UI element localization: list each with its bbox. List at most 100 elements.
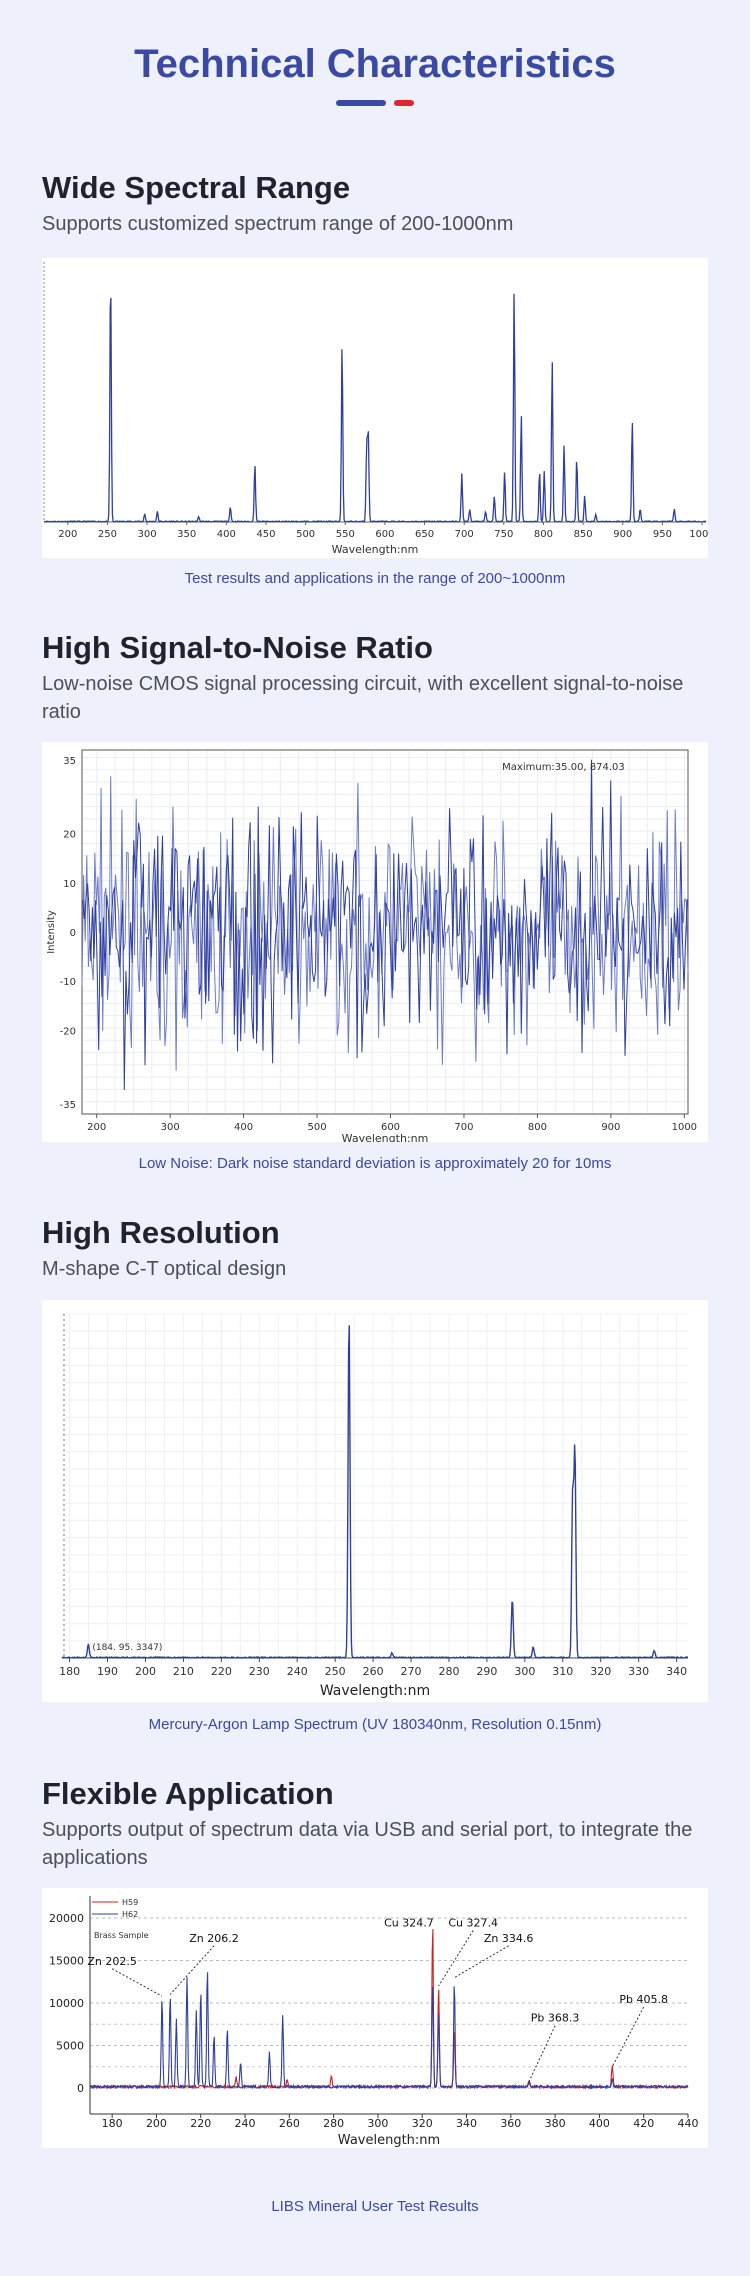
- legend-label: H62: [122, 1910, 138, 1919]
- x-tick-label: 350: [177, 529, 196, 540]
- x-tick-label: 440: [678, 2117, 699, 2130]
- series-line-H59: [89, 1929, 689, 2090]
- x-tick-label: 600: [381, 1122, 400, 1133]
- noise-line: [82, 759, 688, 1091]
- x-tick-label: 950: [653, 529, 672, 540]
- x-axis-label: Wavelength:nm: [320, 1683, 430, 1699]
- peak-annotation: Zn 206.2: [189, 1932, 239, 1945]
- x-tick-label: 400: [589, 2117, 610, 2130]
- y-tick-label: 0: [70, 928, 76, 939]
- annotation-leader: [438, 1930, 474, 1987]
- x-tick-label: 240: [235, 2117, 256, 2130]
- x-axis-label: Wavelength:nm: [338, 2133, 440, 2148]
- y-tick-label: -10: [60, 977, 76, 988]
- x-tick-label: 220: [211, 1665, 232, 1678]
- x-tick-label: 240: [287, 1665, 308, 1678]
- x-tick-label: 500: [308, 1122, 327, 1133]
- y-tick-label: 20000: [49, 1912, 84, 1925]
- x-tick-label: 310: [552, 1665, 573, 1678]
- underline-blue: [336, 100, 386, 106]
- x-tick-label: 280: [323, 2117, 344, 2130]
- x-tick-label: 380: [545, 2117, 566, 2130]
- x-tick-label: 900: [601, 1122, 620, 1133]
- x-tick-label: 600: [375, 529, 394, 540]
- x-tick-label: 200: [87, 1122, 106, 1133]
- x-tick-label: 190: [97, 1665, 118, 1678]
- y-axis-label: Intensity: [46, 910, 57, 954]
- x-tick-label: 700: [454, 1122, 473, 1133]
- x-tick-label: 230: [249, 1665, 270, 1678]
- noise-chart-svg: 35 20 10 0 -10 -20 -35 200 300 400 500 600 700 800 900…: [46, 749, 697, 1142]
- x-tick-label: 300: [367, 2117, 388, 2130]
- annotation-leader: [528, 2025, 556, 2082]
- x-tick-label: 900: [613, 529, 632, 540]
- chart-high-resolution: (184. 95. 3347) 180 190 200 210 220 230 240 250 2…: [42, 1300, 708, 1702]
- section-title: High Resolution: [42, 1215, 280, 1250]
- x-tick-label: 320: [412, 2117, 433, 2130]
- x-tick-label: 450: [256, 529, 275, 540]
- y-tick-label: 35: [63, 756, 76, 767]
- x-tick-label: 550: [336, 529, 355, 540]
- x-tick-label: 200: [146, 2117, 167, 2130]
- sample-label: Brass Sample: [94, 1931, 149, 1940]
- libs-chart-svg: 20000 15000 10000 5000 0 180 200 220 240 260 280 30…: [49, 1896, 699, 2148]
- x-tick-label: 300: [514, 1665, 535, 1678]
- spectrum-chart-svg: 200 250 300 350 400 450 500 550 600 650 700 750 800 8…: [43, 262, 708, 556]
- peak-annotation: Pb 405.8: [619, 1993, 668, 2006]
- chart-snr: 35 20 10 0 -10 -20 -35 200 300 400 500 600 700 800 900…: [42, 742, 708, 1142]
- x-tick-label: 290: [476, 1665, 497, 1678]
- page-title: Technical Characteristics: [134, 42, 616, 86]
- x-tick-label: 320: [590, 1665, 611, 1678]
- x-tick-label: 330: [628, 1665, 649, 1678]
- chart-caption: LIBS Mineral User Test Results: [271, 2198, 479, 2215]
- annotation-leader: [111, 1968, 163, 1997]
- section-title: Flexible Application: [42, 1776, 334, 1811]
- y-tick-label: 10: [63, 879, 76, 890]
- max-annotation: Maximum:35.00, 874.03: [502, 762, 625, 773]
- x-tick-label: 800: [534, 529, 553, 540]
- x-tick-label: 300: [161, 1122, 180, 1133]
- x-tick-label: 1000: [672, 1122, 697, 1133]
- x-tick-label: 650: [415, 529, 434, 540]
- chart-caption: Low Noise: Dark noise standard deviation…: [138, 1155, 612, 1172]
- chart-caption: Test results and applications in the ran…: [184, 570, 566, 587]
- x-tick-label: 270: [401, 1665, 422, 1678]
- chart-flexible-application: 20000 15000 10000 5000 0 180 200 220 240 260 280 30…: [42, 1888, 708, 2148]
- plot-frame: [81, 749, 689, 1115]
- section-flexible-application: Flexible Application Supports output of …: [42, 1776, 708, 1872]
- x-tick-label: 180: [102, 2117, 123, 2130]
- section-subtitle: M-shape C-T optical design: [42, 1258, 287, 1280]
- chart-caption: Mercury-Argon Lamp Spectrum (UV 180340nm…: [148, 1716, 602, 1733]
- peak-annotation: Pb 368.3: [531, 2012, 580, 2025]
- section-title: Wide Spectral Range: [42, 170, 351, 205]
- x-tick-label: 800: [528, 1122, 547, 1133]
- x-tick-label: 420: [633, 2117, 654, 2130]
- x-tick-label: 400: [234, 1122, 253, 1133]
- spectrum-line: [43, 293, 707, 524]
- x-tick-label: 180: [59, 1665, 80, 1678]
- underline-red: [394, 100, 414, 106]
- spectrum-line: [61, 1325, 689, 1660]
- peak-annotation: Zn 202.5: [87, 1955, 137, 1968]
- x-tick-label: 200: [135, 1665, 156, 1678]
- y-tick-label: 0: [77, 2082, 84, 2095]
- x-tick-label: 340: [666, 1665, 687, 1678]
- x-tick-label: 340: [456, 2117, 477, 2130]
- x-axis-label: Wavelength:nm: [342, 1132, 429, 1142]
- annotation-leader: [169, 1945, 215, 1995]
- title-underline: [0, 100, 750, 106]
- y-tick-label: 5000: [56, 2040, 84, 2053]
- resolution-chart-svg: (184. 95. 3347) 180 190 200 210 220 230 240 250 2…: [59, 1313, 689, 1699]
- x-tick-label: 250: [325, 1665, 346, 1678]
- peak-annotation: Zn 334.6: [484, 1932, 534, 1945]
- x-tick-label: 260: [363, 1665, 384, 1678]
- chart-wide-spectral-range: 200 250 300 350 400 450 500 550 600 650 700 750 800 8…: [42, 258, 708, 558]
- peak-annotation: (184. 95. 3347): [92, 1643, 162, 1653]
- x-axis-label: Wavelength:nm: [332, 543, 419, 556]
- y-tick-label: -20: [60, 1026, 76, 1037]
- x-tick-label: 260: [279, 2117, 300, 2130]
- noise-line-light: [81, 776, 689, 1071]
- x-tick-label: 220: [190, 2117, 211, 2130]
- section-snr: High Signal-to-Noise Ratio Low-noise CMO…: [42, 630, 708, 726]
- section-subtitle: Supports customized spectrum range of 20…: [42, 213, 514, 235]
